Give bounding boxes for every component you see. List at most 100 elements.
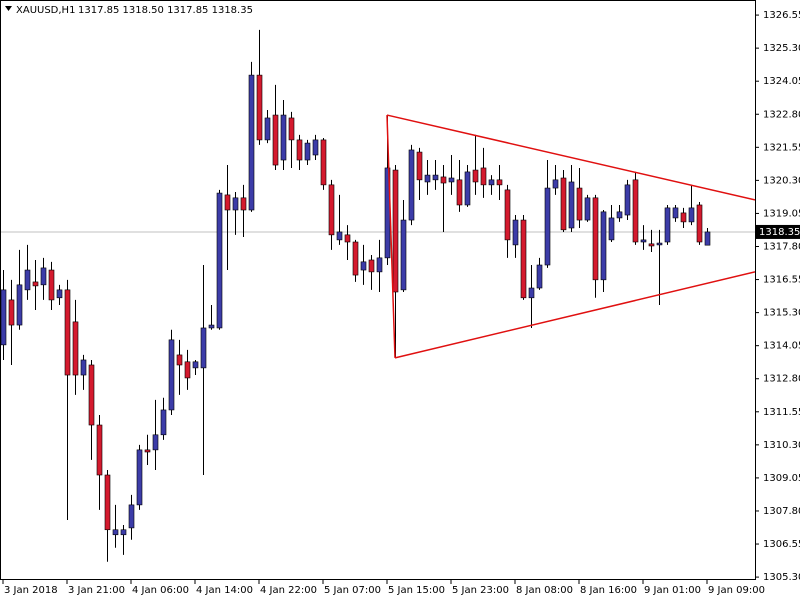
candle-body [416,151,423,181]
candle-body [344,234,351,243]
y-tick-label: 1316.55 [763,275,800,286]
candle-body [640,239,647,243]
candle-body [472,169,479,183]
y-tick-label: 1320.30 [763,175,800,186]
candle-body [304,142,311,161]
candle-body [112,529,119,536]
candle-body [80,359,87,376]
candle-body [176,354,183,366]
candle-body [456,179,463,206]
x-tick-label: 4 Jan 22:00 [260,585,317,596]
candle-body [616,211,623,219]
candle-body [440,176,447,184]
candle-body [192,361,199,369]
y-tick-label: 1326.55 [763,10,800,21]
candle-body [408,149,415,221]
candle-body [464,171,471,206]
candle-body [336,231,343,241]
y-tick-label: 1311.55 [763,407,800,418]
candle-body [544,187,551,266]
candle-body [0,289,7,346]
candle-body [672,207,679,219]
candle-body [64,289,71,376]
x-tick-label: 9 Jan 09:00 [708,585,765,596]
candle-body [168,339,175,411]
candle-body [328,184,335,236]
candle-body [664,207,671,243]
candle-body [48,269,55,301]
candle-body [680,212,687,223]
candle-body [224,194,231,211]
y-tick-label: 1314.05 [763,341,800,352]
y-tick-label: 1321.55 [763,142,800,153]
candle-body [208,324,215,329]
candle-body [584,197,591,221]
x-tick-label: 4 Jan 14:00 [196,585,253,596]
candle-body [496,179,503,186]
candle-body [632,179,639,243]
candle-body [152,434,159,451]
candle-body [88,364,95,426]
candle-body [592,197,599,281]
candle-body [72,321,79,376]
y-tick-label: 1325.30 [763,43,800,54]
x-tick-label: 5 Jan 07:00 [324,585,381,596]
y-tick-label: 1307.80 [763,506,800,517]
candle-body [240,197,247,211]
candle-body [528,287,535,299]
menu-icon[interactable] [5,6,12,11]
candle-body [504,189,511,241]
candle-body [520,219,527,299]
candle-body [216,192,223,329]
candle-body [40,267,47,286]
candle-body [144,449,151,453]
candle-body [512,219,519,246]
axis-panel [756,0,800,600]
y-tick-label: 1319.05 [763,208,800,219]
candle-body [32,281,39,287]
price-box-label: 1318.35 [759,227,800,238]
candle-body [696,204,703,243]
candle-body [536,264,543,289]
candle-body [200,327,207,369]
y-tick-label: 1306.55 [763,539,800,550]
candle-body [320,139,327,186]
y-tick-label: 1322.80 [763,109,800,120]
candle-body [568,181,575,229]
candle-body [24,269,31,291]
candle-body [376,257,383,273]
candle-body [160,409,167,436]
candle-body [368,259,375,273]
candle-body [136,449,143,506]
candle-body [128,504,135,529]
trendline [386,115,396,358]
candle-body [448,177,455,183]
x-tick-label: 3 Jan 2018 [4,585,58,596]
candle-body [352,241,359,276]
candle-body [704,231,711,246]
x-tick-label: 3 Jan 21:00 [68,585,125,596]
x-tick-label: 5 Jan 15:00 [388,585,445,596]
candle-body [480,167,487,186]
trendline [394,271,755,359]
candle-body [688,207,695,223]
candle-body [256,74,263,141]
y-tick-label: 1324.05 [763,76,800,87]
candle-body [280,114,287,161]
candle-body [272,114,279,166]
candle-body [184,361,191,379]
candle-body [552,179,559,189]
candle-body [392,169,399,293]
candle-body [56,289,63,299]
candle-body [656,242,663,246]
candle-body [248,74,255,211]
candle-body [8,299,15,326]
candle-body [360,261,367,271]
candle-body [312,139,319,156]
y-tick-label: 1305.30 [763,572,800,583]
x-tick-label: 4 Jan 06:00 [132,585,189,596]
candle-body [104,474,111,531]
candle-body [608,217,615,241]
